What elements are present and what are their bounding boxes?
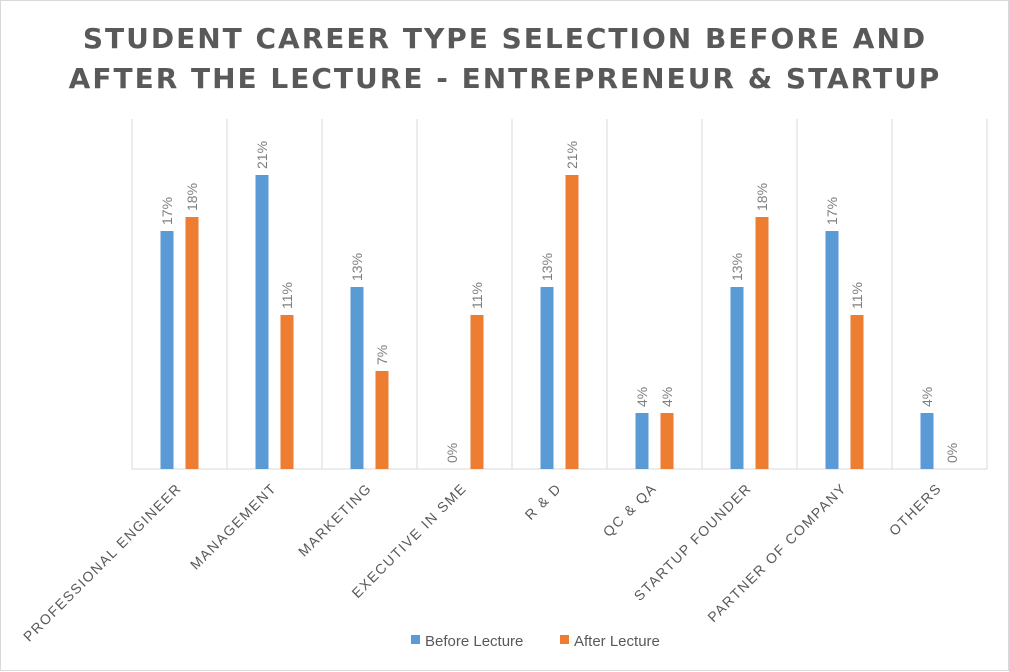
legend: Before Lecture After Lecture bbox=[411, 633, 660, 650]
data-label-after-lecture-management: 11% bbox=[279, 282, 295, 309]
category-label-r-d: R & D bbox=[522, 480, 565, 523]
data-label-before-lecture-marketing: 13% bbox=[349, 253, 365, 281]
legend-swatch-before-lecture bbox=[411, 635, 420, 644]
bar-before-lecture-startup-founder bbox=[730, 287, 744, 469]
bar-before-lecture-marketing bbox=[350, 287, 364, 469]
bar-after-lecture-executive-in-sme bbox=[470, 315, 484, 469]
bar-before-lecture-others bbox=[920, 413, 934, 469]
legend-label-after-lecture: After Lecture bbox=[574, 633, 660, 650]
gridlines bbox=[131, 119, 988, 470]
data-label-after-lecture-executive-in-sme: 11% bbox=[469, 282, 485, 309]
bar-before-lecture-management bbox=[255, 175, 269, 469]
bar-before-lecture-qc-qa bbox=[635, 413, 649, 469]
category-labels: PROFESSIONAL ENGINEER MANAGEMENT MARKETING… bbox=[20, 480, 945, 645]
bar-after-lecture-marketing bbox=[375, 371, 389, 469]
data-label-after-lecture-startup-founder: 18% bbox=[754, 183, 770, 211]
bar-before-lecture-r-d bbox=[540, 287, 554, 469]
data-labels: 17% 18% 21% 11% 13% 7% 0% 11% 13% 21% 4% 4% 13% 18% 17… bbox=[159, 141, 960, 463]
chart-title-line-1: STUDENT CAREER TYPE SELECTION BEFORE AND bbox=[83, 22, 927, 55]
data-label-before-lecture-startup-founder: 13% bbox=[729, 253, 745, 281]
data-label-before-lecture-professional-engineer: 17% bbox=[159, 197, 175, 225]
bar-after-lecture-r-d bbox=[565, 175, 579, 469]
legend-label-before-lecture: Before Lecture bbox=[425, 633, 523, 650]
data-label-before-lecture-r-d: 13% bbox=[539, 253, 555, 281]
data-label-after-lecture-professional-engineer: 18% bbox=[184, 183, 200, 211]
category-label-management: MANAGEMENT bbox=[187, 480, 280, 573]
category-label-marketing: MARKETING bbox=[295, 480, 375, 560]
data-label-after-lecture-r-d: 21% bbox=[564, 141, 580, 169]
data-label-after-lecture-qc-qa: 4% bbox=[659, 387, 675, 407]
data-label-before-lecture-executive-in-sme: 0% bbox=[444, 443, 460, 463]
data-label-after-lecture-partner-of-company: 11% bbox=[849, 282, 865, 309]
bars bbox=[160, 175, 934, 469]
bar-after-lecture-management bbox=[280, 315, 294, 469]
bar-after-lecture-qc-qa bbox=[660, 413, 674, 469]
data-label-before-lecture-partner-of-company: 17% bbox=[824, 197, 840, 225]
data-label-after-lecture-marketing: 7% bbox=[374, 345, 390, 365]
bar-before-lecture-professional-engineer bbox=[160, 231, 174, 469]
data-label-before-lecture-qc-qa: 4% bbox=[634, 387, 650, 407]
category-label-qc-qa: QC & QA bbox=[600, 480, 660, 540]
bar-before-lecture-partner-of-company bbox=[825, 231, 839, 469]
data-label-before-lecture-management: 21% bbox=[254, 141, 270, 169]
category-label-professional-engineer: PROFESSIONAL ENGINEER bbox=[20, 480, 185, 645]
bar-after-lecture-startup-founder bbox=[755, 217, 769, 469]
bar-after-lecture-professional-engineer bbox=[185, 217, 199, 469]
chart-title-line-2: AFTER THE LECTURE - ENTREPRENEUR & START… bbox=[69, 62, 942, 95]
legend-swatch-after-lecture bbox=[560, 635, 569, 644]
data-label-after-lecture-others: 0% bbox=[944, 443, 960, 463]
data-label-before-lecture-others: 4% bbox=[919, 387, 935, 407]
bar-after-lecture-partner-of-company bbox=[850, 315, 864, 469]
category-label-others: OTHERS bbox=[886, 480, 945, 539]
